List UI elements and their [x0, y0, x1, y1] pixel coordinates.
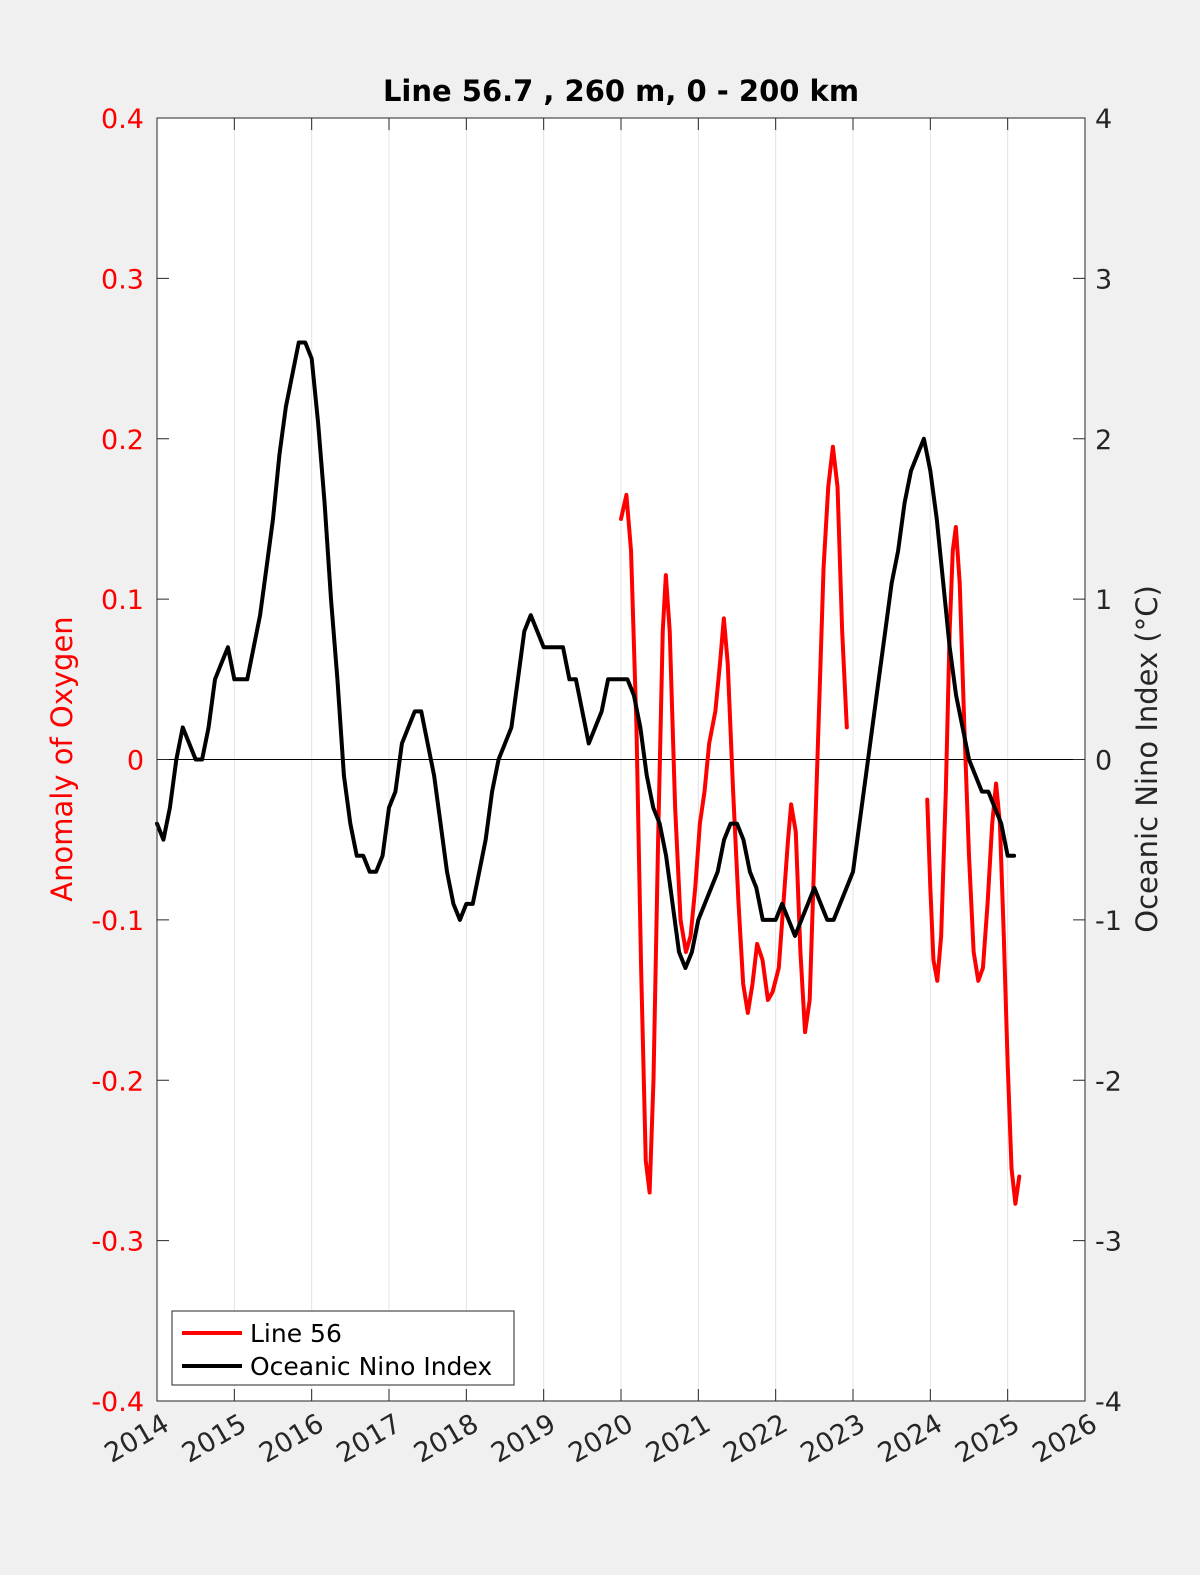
- x-tick-label: 2018: [409, 1408, 484, 1469]
- legend-label-line56: Line 56: [250, 1319, 342, 1348]
- x-tick-label: 2021: [641, 1408, 716, 1469]
- x-tick-label: 2026: [1027, 1408, 1102, 1469]
- y-right-tick-label: -4: [1095, 1387, 1122, 1418]
- x-tick-label: 2017: [331, 1408, 406, 1469]
- y-right-tick-label: 1: [1095, 585, 1112, 616]
- y-left-tick-label: -0.3: [91, 1227, 144, 1258]
- x-tick-label: 2023: [795, 1408, 870, 1469]
- y-axis-right: -4 -3 -2 -1 0 1 2 3 4: [1073, 104, 1122, 1418]
- series-line56: [925, 524, 1022, 1206]
- y-right-tick-label: 4: [1095, 104, 1112, 135]
- y-axis-left-label: Anomaly of Oxygen: [45, 616, 79, 901]
- y-left-tick-label: 0.3: [101, 264, 144, 295]
- legend-box: [171, 1310, 515, 1386]
- y-left-tick-label: -0.1: [91, 906, 144, 937]
- x-tick-label: 2019: [486, 1408, 561, 1469]
- x-tick-label: 2024: [873, 1408, 948, 1469]
- legend-label-oni: Oceanic Nino Index: [250, 1352, 492, 1381]
- x-tick-label: 2022: [718, 1408, 793, 1469]
- y-left-tick-label: -0.2: [91, 1066, 144, 1097]
- y-left-tick-label: 0.2: [101, 425, 144, 456]
- series-layer: [155, 340, 1022, 1206]
- chart-title: Line 56.7 , 260 m, 0 - 200 km: [383, 74, 859, 108]
- x-tick-label: 2025: [950, 1408, 1025, 1469]
- series-line56: [619, 444, 849, 1195]
- y-axis-left: -0.4 -0.3 -0.2 -0.1 0 0.1 0.2 0.3 0.4: [91, 104, 169, 1418]
- y-left-tick-label: 0: [127, 746, 144, 777]
- x-tick-label: 2015: [177, 1408, 252, 1469]
- y-right-tick-label: -2: [1095, 1066, 1122, 1097]
- legend: Line 56 Oceanic Nino Index: [171, 1310, 515, 1386]
- x-tick-label: 2016: [254, 1408, 329, 1469]
- x-tick-label: 2020: [563, 1408, 638, 1469]
- y-right-tick-label: 2: [1095, 425, 1112, 456]
- y-right-tick-label: -3: [1095, 1227, 1122, 1258]
- y-axis-right-label: Oceanic Nino Index (°C): [1130, 585, 1164, 933]
- series-oceanic-nino-index: [155, 340, 1017, 970]
- y-left-tick-label: 0.1: [101, 585, 144, 616]
- y-left-tick-label: 0.4: [101, 104, 144, 135]
- y-right-tick-label: 0: [1095, 746, 1112, 777]
- y-right-tick-label: -1: [1095, 906, 1122, 937]
- y-right-tick-label: 3: [1095, 264, 1112, 295]
- y-left-tick-label: -0.4: [91, 1387, 144, 1418]
